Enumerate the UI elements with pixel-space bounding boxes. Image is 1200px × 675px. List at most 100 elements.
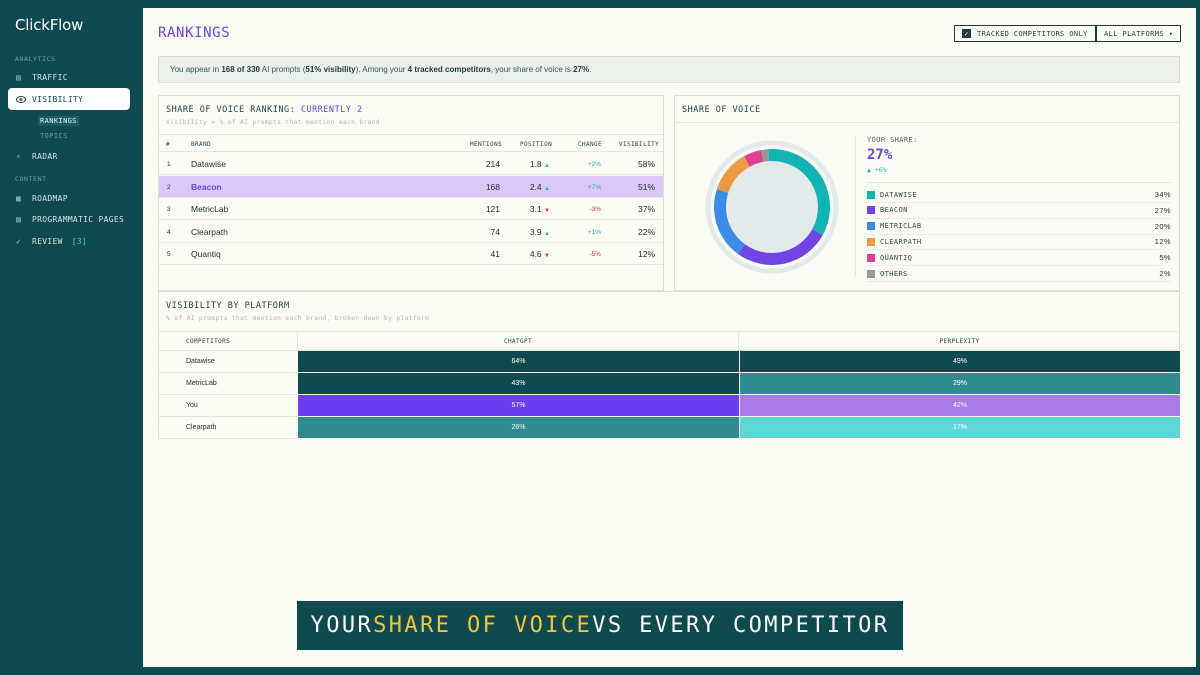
legend-swatch (867, 206, 875, 215)
sidebar-item-label: ROADMAP (32, 193, 68, 203)
heatmap-cell-perplexity: 42% (739, 395, 1180, 417)
legend-name: QUANTIQ (880, 253, 913, 262)
nav-section-analytics: ANALYTICS (15, 55, 56, 63)
pages-icon: ▧ (16, 214, 22, 224)
summary-banner: You appear in 168 of 330 AI prompts (51%… (158, 56, 1180, 83)
tracked-competitors-toggle[interactable]: ✓ TRACKED COMPETITORS ONLY (954, 25, 1096, 42)
rank-cell: 2 (167, 183, 171, 191)
brand-cell: Quantiq (191, 249, 221, 259)
legend-swatch (867, 190, 875, 199)
trend-up-icon: ▲ (544, 163, 550, 169)
tracked-competitors-label: TRACKED COMPETITORS ONLY (977, 29, 1088, 38)
col-position: POSITION (520, 141, 553, 148)
sidebar-item-review[interactable]: ✓ REVIEW [3] (8, 230, 130, 252)
share-of-voice-card: SHARE OF VOICE YOUR SHARE: 27% ▲ +6% DAT… (674, 95, 1180, 291)
visibility-cell: 12% (637, 249, 655, 259)
table-row[interactable]: 1 Datawise 214 1.8 ▲ +2% 58% (159, 153, 663, 175)
table-row[interactable]: 5 Quantiq 41 4.6 ▼ -5% 12% (159, 243, 663, 265)
main-content: RANKINGS ✓ TRACKED COMPETITORS ONLY ALL … (143, 8, 1196, 667)
mentions-cell: 74 (490, 226, 500, 237)
brand-cell: Beacon (191, 181, 222, 192)
mentions-cell: 121 (485, 204, 500, 214)
platform-dropdown-label: ALL PLATFORMS ▾ (1104, 29, 1174, 38)
change-cell: +7% (587, 183, 601, 191)
change-cell: +1% (587, 228, 601, 236)
eye-icon (16, 95, 32, 103)
heatmap-cell-chatgpt: 57% (298, 395, 739, 417)
donut-slice-clearpath (716, 156, 750, 193)
heatmap-cell-chatgpt: 43% (298, 373, 739, 395)
platform-title: VISIBILITY BY PLATFORM (166, 301, 290, 311)
grid-icon: ▦ (16, 193, 22, 203)
sidebar-item-roadmap[interactable]: ▦ ROADMAP (8, 187, 130, 209)
platform-dropdown[interactable]: ALL PLATFORMS ▾ (1096, 25, 1182, 42)
rank-cell: 1 (167, 161, 171, 168)
donut-slice-beacon (737, 229, 823, 265)
sidebar-item-programmatic-pages[interactable]: ▧ PROGRAMMATIC PAGES (8, 208, 130, 230)
share-donut-chart (705, 140, 839, 274)
review-count-badge: [3] (71, 236, 88, 246)
ranking-card: SHARE OF VOICE RANKING: CURRENTLY 2 Visi… (158, 95, 664, 291)
sidebar-subitem-rankings[interactable]: RANKINGS (38, 116, 79, 126)
heatmap-row-label: You (159, 395, 298, 417)
position-cell: 1.8 ▲ (529, 159, 550, 169)
page-title: RANKINGS (158, 25, 231, 41)
app-logo: ClickFlow (15, 16, 84, 34)
change-cell: -5% (589, 251, 601, 258)
grid-icon: ▤ (16, 72, 22, 82)
trend-up-icon: ▲ (544, 230, 550, 237)
visibility-cell: 22% (637, 226, 655, 237)
donut-slice-datawise (768, 149, 830, 235)
heatmap-cell-chatgpt: 26% (298, 417, 739, 439)
heatmap-row-label: Clearpath (159, 417, 298, 439)
legend-pct: 34% (1154, 190, 1171, 199)
col-mentions: MENTIONS (470, 141, 503, 148)
sidebar-item-visibility[interactable]: VISIBILITY (8, 88, 130, 110)
legend-item: CLEARPATH 12% (867, 234, 1171, 251)
position-cell: 2.4 ▲ (529, 181, 550, 192)
legend-name: OTHERS (880, 269, 908, 278)
visibility-cell: 51% (637, 181, 655, 192)
brand-cell: MetricLab (191, 204, 229, 214)
trend-down-icon: ▼ (544, 208, 550, 214)
col-visibility: VISIBILITY (619, 141, 660, 148)
ranking-subtitle: Visibility = % of AI prompts that mentio… (166, 118, 380, 126)
your-share-label: YOUR SHARE: (867, 136, 918, 144)
legend-swatch (867, 222, 875, 231)
sidebar-item-label: VISIBILITY (32, 94, 84, 104)
donut-slice-metriclab (714, 189, 745, 254)
legend-pct: 2% (1159, 269, 1171, 278)
col-rank: # (166, 141, 171, 148)
your-share-delta: ▲ +6% (867, 166, 887, 174)
table-row[interactable]: 2 Beacon 168 2.4 ▲ +7% 51% (159, 175, 663, 198)
legend-swatch (867, 237, 875, 246)
change-cell: -3% (589, 206, 601, 213)
mentions-cell: 168 (485, 181, 500, 192)
brand-cell: Datawise (191, 159, 226, 169)
sidebar-item-radar[interactable]: ∘ RADAR (8, 145, 130, 167)
dot-icon: ∘ (16, 151, 22, 161)
ranking-table-header: # BRAND MENTIONS POSITION CHANGE VISIBIL… (159, 134, 663, 152)
donut-outer-ring (705, 140, 839, 274)
legend-item: DATAWISE 34% (867, 187, 1171, 203)
legend-swatch (867, 269, 875, 278)
sidebar-item-label: PROGRAMMATIC PAGES (32, 214, 125, 224)
visibility-cell: 37% (637, 204, 655, 214)
mentions-cell: 41 (490, 249, 500, 259)
heatmap-cell-perplexity: 17% (739, 417, 1180, 439)
heatmap-cell-perplexity: 49% (739, 351, 1180, 373)
table-row[interactable]: 3 MetricLab 121 3.1 ▼ -3% 37% (159, 198, 663, 220)
brand-cell: Clearpath (191, 226, 228, 237)
sidebar-item-label: RADAR (32, 151, 58, 161)
legend-name: CLEARPATH (880, 237, 922, 246)
legend-item: OTHERS 2% (867, 266, 1171, 282)
nav-section-content: CONTENT (15, 175, 47, 183)
legend-name: DATAWISE (880, 190, 917, 199)
sidebar-subitem-topics[interactable]: TOPICS (40, 132, 68, 140)
table-row[interactable]: 4 Clearpath 74 3.9 ▲ +1% 22% (159, 221, 663, 243)
ranking-title: SHARE OF VOICE RANKING: CURRENTLY 2 (166, 105, 363, 115)
position-cell: 3.9 ▲ (529, 226, 550, 237)
legend-item: BEACON 27% (867, 203, 1171, 219)
col-brand: BRAND (191, 141, 212, 148)
sidebar-item-traffic[interactable]: ▤ TRAFFIC (8, 66, 130, 88)
